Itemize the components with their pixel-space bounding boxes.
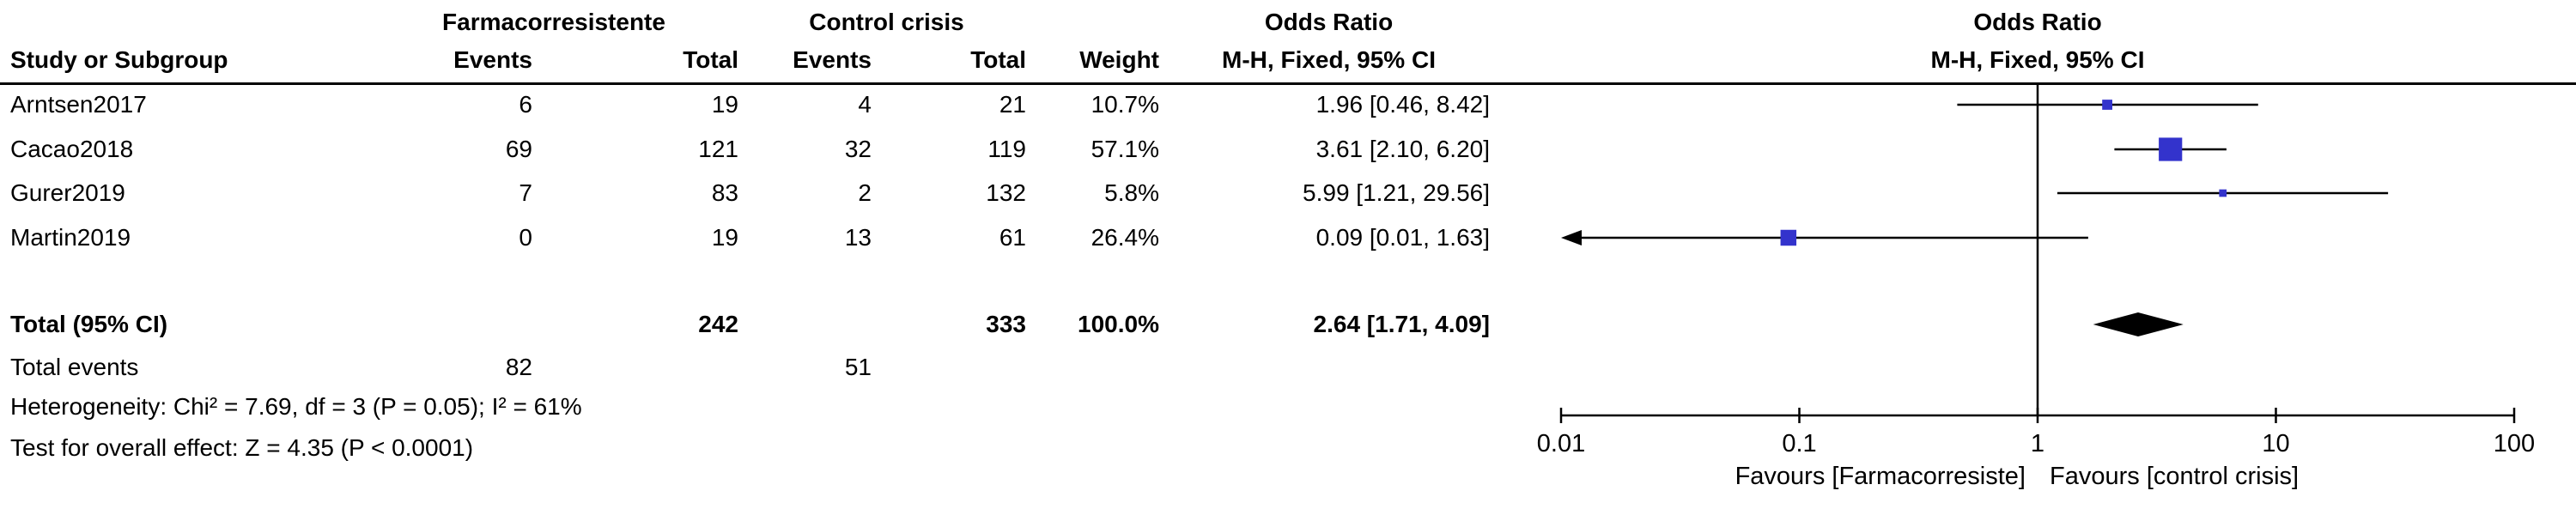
ci-arrow-left xyxy=(1561,230,1582,245)
heterogeneity-text: Heterogeneity: Chi² = 7.69, df = 3 (P = … xyxy=(10,393,582,420)
study-name: Cacao2018 xyxy=(10,136,134,162)
total2-value: 132 xyxy=(986,179,1026,206)
events1-value: 6 xyxy=(519,91,532,118)
ci-text-value: 5.99 [1.21, 29.56] xyxy=(1303,179,1490,206)
total1-value: 83 xyxy=(711,179,738,206)
ci-text-value: 1.96 [0.46, 8.42] xyxy=(1315,91,1490,118)
total1-col-header: Total xyxy=(683,46,738,73)
odds-ratio-text-header: Odds Ratio xyxy=(1264,9,1394,35)
events1-value: 69 xyxy=(505,136,532,162)
weight-value: 10.7% xyxy=(1091,91,1159,118)
favours-left-label: Favours [Farmacorresiste] xyxy=(1735,463,2026,490)
group2-header: Control crisis xyxy=(809,9,964,35)
heterogeneity-row: Heterogeneity: Chi² = 7.69, df = 3 (P = … xyxy=(0,390,1537,424)
ci-col-header: M-H, Fixed, 95% CI xyxy=(1222,46,1436,73)
x-axis-tick-label: 0.1 xyxy=(1782,430,1816,457)
ci-plot-header: M-H, Fixed, 95% CI xyxy=(1930,46,2145,73)
x-axis-tick-label: 0.01 xyxy=(1537,430,1585,457)
total-weight-value: 100.0% xyxy=(1078,311,1159,337)
events1-value: 7 xyxy=(519,179,532,206)
total1-value: 19 xyxy=(711,224,738,251)
weight-value: 5.8% xyxy=(1104,179,1159,206)
total-events1-value: 82 xyxy=(505,354,532,380)
forest-plot-canvas: 0.01 0.1 1 10 100 Favours [Farmacorresiste] Fa… xyxy=(1537,85,2535,490)
weight-col-header: Weight xyxy=(1079,46,1159,73)
total1-value: 121 xyxy=(698,136,738,162)
total-row: Total (95% CI) 242 333 100.0% 2.64 [1.71… xyxy=(0,307,1537,342)
total2-value: 61 xyxy=(999,224,1026,251)
header-group-row: Farmacorresistente Control crisis Odds R… xyxy=(0,5,1537,39)
total1-value: 242 xyxy=(698,311,738,337)
x-axis-tick-label: 1 xyxy=(2031,430,2044,457)
header-divider xyxy=(0,82,2576,85)
events2-value: 2 xyxy=(858,179,872,206)
study-row: Arntsen2017 6 19 4 21 10.7% 1.96 [0.46, 8.42] xyxy=(0,88,1537,122)
odds-ratio-plot-header: Odds Ratio xyxy=(1973,9,2102,35)
study-name: Gurer2019 xyxy=(10,179,125,206)
or-marker xyxy=(2102,100,2112,110)
group1-header: Farmacorresistente xyxy=(442,9,665,35)
study-row: Gurer2019 7 83 2 132 5.8% 5.99 [1.21, 29.56] xyxy=(0,176,1537,210)
weight-value: 26.4% xyxy=(1091,224,1159,251)
weight-value: 57.1% xyxy=(1091,136,1159,162)
study-row: Martin2019 0 19 13 61 26.4% 0.09 [0.01, 1.63] xyxy=(0,221,1537,255)
ci-text-value: 3.61 [2.10, 6.20] xyxy=(1315,136,1490,162)
x-axis-tick-label: 10 xyxy=(2262,430,2289,457)
total2-value: 21 xyxy=(999,91,1026,118)
total-events-label: Total events xyxy=(10,354,139,380)
study-name: Arntsen2017 xyxy=(10,91,147,118)
or-marker xyxy=(2219,189,2227,197)
study-name: Martin2019 xyxy=(10,224,131,251)
events1-col-header: Events xyxy=(453,46,532,73)
total-label: Total (95% CI) xyxy=(10,311,168,337)
total-ci-value: 2.64 [1.71, 4.09] xyxy=(1313,311,1490,337)
total2-value: 333 xyxy=(986,311,1026,337)
overall-effect-row: Test for overall effect: Z = 4.35 (P < 0… xyxy=(0,431,1537,465)
overall-effect-text: Test for overall effect: Z = 4.35 (P < 0… xyxy=(10,434,474,461)
events2-col-header: Events xyxy=(793,46,872,73)
study-col-header: Study or Subgroup xyxy=(10,46,228,73)
header-column-row: Study or Subgroup Events Total Events To… xyxy=(0,43,1537,77)
total2-col-header: Total xyxy=(970,46,1026,73)
events2-value: 13 xyxy=(844,224,872,251)
pooled-diamond xyxy=(2093,312,2184,336)
total1-value: 19 xyxy=(711,91,738,118)
events2-value: 32 xyxy=(844,136,872,162)
favours-right-label: Favours [control crisis] xyxy=(2050,463,2299,490)
ci-text-value: 0.09 [0.01, 1.63] xyxy=(1315,224,1490,251)
events1-value: 0 xyxy=(519,224,532,251)
events2-value: 4 xyxy=(858,91,872,118)
or-marker xyxy=(2159,137,2183,161)
total-events2-value: 51 xyxy=(844,354,872,380)
or-marker xyxy=(1780,229,1797,246)
total2-value: 119 xyxy=(987,136,1026,162)
total-events-row: Total events 82 51 xyxy=(0,350,1537,385)
study-row: Cacao2018 69 121 32 119 57.1% 3.61 [2.10, 6.20… xyxy=(0,132,1537,167)
x-axis-tick-label: 100 xyxy=(2494,430,2535,457)
